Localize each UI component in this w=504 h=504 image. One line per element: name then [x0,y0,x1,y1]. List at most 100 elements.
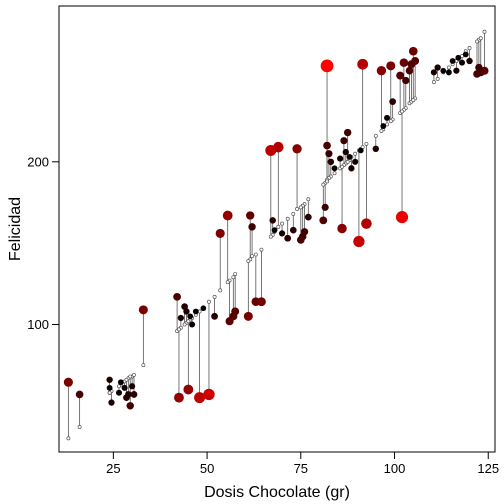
fitted-point [218,288,223,293]
fitted-point [107,390,112,395]
data-point [327,158,335,166]
data-point [265,144,277,156]
fitted-point [124,377,129,382]
data-point [75,390,84,399]
data-point [243,311,253,321]
fitted-point [295,207,300,211]
data-point [348,165,355,172]
fitted-point [431,80,436,85]
data-point [63,377,73,387]
data-point [304,213,312,221]
data-point [106,376,113,383]
x-axis-title: Dosis Chocolate (gr) [204,484,350,501]
fitted-point [132,372,136,377]
data-point [215,228,225,238]
data-point [337,223,347,234]
data-point [466,57,473,65]
data-point [108,399,115,406]
data-point [352,158,359,165]
y-axis-title: Felicidad [7,197,24,261]
fitted-point [250,254,255,259]
fitted-point [332,171,337,176]
fitted-point [291,211,296,216]
data-point [189,321,196,328]
data-point [372,145,379,153]
data-point [455,54,462,61]
data-point [130,391,138,398]
data-point [138,305,148,315]
data-point [380,123,387,129]
data-point [117,379,124,386]
data-point [181,303,188,310]
data-point [187,313,194,320]
data-point [376,66,387,76]
y-axis: 100 200 [27,154,59,332]
data-point [357,147,364,154]
data-point [192,308,199,315]
fitted-point [280,221,285,226]
fitted-point [321,182,326,187]
fitted-point [117,384,121,389]
fitted-point [276,224,281,229]
fitted-point [212,294,217,299]
fitted-point [207,299,211,304]
fitted-point [246,259,251,263]
fitted-point [435,76,440,81]
fitted-point [285,216,290,221]
fitted-point [182,322,187,327]
fitted-point [77,425,82,429]
data-point [449,58,456,64]
data-point [399,58,409,67]
data-point [320,59,334,73]
data-point [194,392,206,404]
x-tick-label: 25 [106,461,120,476]
fitted-point [66,436,71,441]
data-point [337,155,344,162]
data-point [284,234,292,242]
fitted-point [233,272,238,277]
data-point [408,46,418,56]
data-point [440,67,447,74]
fitted-point [177,327,181,332]
x-tick-label: 100 [384,461,406,476]
data-point [173,292,181,301]
x-axis: 25 50 75 100 125 [106,451,499,476]
data-point [396,71,405,80]
data-point [290,226,297,234]
y-tick-label: 200 [27,154,49,169]
fitted-point [225,280,230,285]
data-point [115,389,122,396]
data-point [480,66,489,75]
fitted-point [467,46,472,50]
fitted-point [345,159,350,164]
fitted-point [475,39,479,44]
fitted-point [186,319,191,324]
data-point [248,223,256,231]
data-point [402,76,410,85]
x-tick-label: 125 [477,461,499,476]
observed-points [63,46,489,410]
data-point [343,128,352,137]
data-point [177,314,184,322]
data-point [395,211,409,224]
data-point [292,144,302,154]
data-point [384,114,391,121]
fitted-point [411,98,416,102]
data-point [106,384,113,391]
data-point [123,394,130,402]
y-tick-label: 100 [27,317,49,332]
data-point [346,154,353,160]
fitted-point [259,247,264,252]
data-point [200,305,207,312]
data-point [434,64,441,71]
data-point [462,51,469,58]
data-point [225,317,234,326]
data-point [257,297,266,307]
data-point [411,57,420,65]
data-point [126,402,134,410]
data-point [321,203,329,211]
data-point [183,384,194,395]
data-point [340,137,348,145]
data-point [325,150,333,158]
